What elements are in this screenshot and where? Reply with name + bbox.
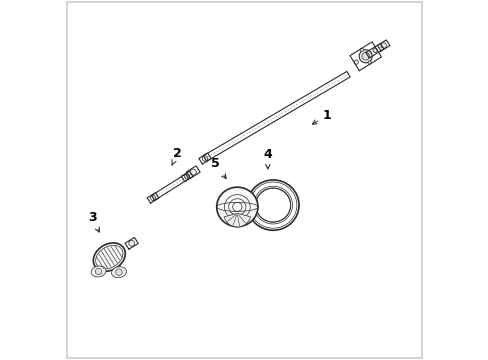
- Ellipse shape: [93, 243, 125, 271]
- Circle shape: [372, 48, 376, 53]
- Circle shape: [202, 156, 207, 161]
- Text: 4: 4: [263, 148, 272, 169]
- Circle shape: [359, 50, 371, 63]
- Text: 1: 1: [312, 109, 331, 124]
- Circle shape: [380, 43, 386, 48]
- Circle shape: [116, 269, 122, 275]
- Ellipse shape: [111, 267, 126, 278]
- Ellipse shape: [91, 266, 106, 277]
- Text: 3: 3: [88, 211, 99, 232]
- Ellipse shape: [216, 187, 258, 226]
- Circle shape: [150, 195, 155, 201]
- Circle shape: [353, 60, 358, 64]
- Circle shape: [128, 240, 134, 246]
- Text: 5: 5: [211, 157, 225, 179]
- Circle shape: [367, 61, 370, 64]
- Wedge shape: [224, 213, 250, 227]
- Circle shape: [361, 53, 369, 60]
- Text: 2: 2: [172, 147, 182, 165]
- Circle shape: [359, 48, 363, 51]
- Circle shape: [190, 169, 196, 175]
- Circle shape: [184, 174, 189, 179]
- Circle shape: [95, 268, 102, 275]
- Ellipse shape: [255, 188, 290, 222]
